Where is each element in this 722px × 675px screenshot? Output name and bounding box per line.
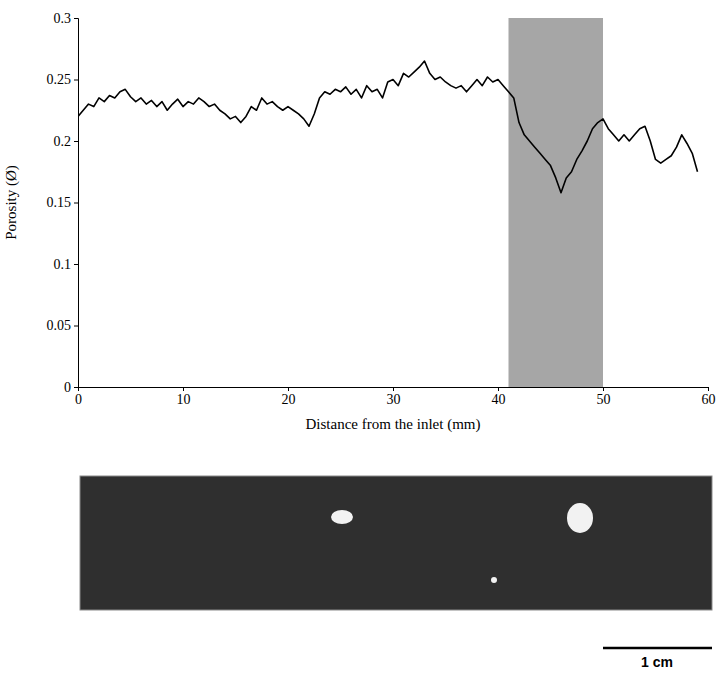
x-tick: 10 bbox=[177, 387, 191, 407]
x-axis-title: Distance from the inlet (mm) bbox=[306, 416, 481, 433]
highlight-band bbox=[509, 18, 604, 387]
x-tick-mark bbox=[393, 387, 394, 391]
ct-image bbox=[80, 476, 712, 610]
scale-bar-line bbox=[603, 647, 712, 650]
x-tick-mark bbox=[183, 387, 184, 391]
x-tick-label: 60 bbox=[702, 392, 716, 407]
plot: 0 10 20 30 40 50 60 0 0.05 0.1 0.15 0.2 0.25 0.3 bbox=[47, 11, 716, 407]
y-tick-label: 0 bbox=[64, 380, 71, 395]
x-tick-label: 50 bbox=[597, 392, 611, 407]
x-tick-label: 10 bbox=[177, 392, 191, 407]
ct-image-background bbox=[80, 476, 712, 610]
marks bbox=[78, 18, 698, 387]
y-axis-line bbox=[74, 19, 79, 388]
y-axis-title: Porosity (Ø) bbox=[3, 165, 20, 240]
y-tick-mark bbox=[74, 387, 78, 388]
y-tick: 0.25 bbox=[47, 72, 79, 87]
scale-bar: 1 cm bbox=[603, 648, 712, 670]
ct-image-inclusion bbox=[331, 510, 353, 524]
x-tick-label: 40 bbox=[492, 392, 506, 407]
chart: 0 10 20 30 40 50 60 0 0.05 0.1 0.15 0.2 0.25 0.3 Dista… bbox=[0, 0, 722, 675]
y-tick-label: 0.1 bbox=[54, 257, 72, 272]
y-tick-label: 0.05 bbox=[47, 318, 72, 333]
x-tick: 20 bbox=[282, 387, 296, 407]
y-tick-label: 0.3 bbox=[54, 11, 72, 26]
y-tick-mark bbox=[74, 203, 78, 204]
y-tick: 0.2 bbox=[54, 134, 79, 149]
scale-bar-label: 1 cm bbox=[641, 654, 673, 670]
ct-image-inclusion bbox=[567, 503, 593, 533]
y-tick-label: 0.2 bbox=[54, 134, 72, 149]
y-tick: 0.1 bbox=[54, 257, 79, 272]
x-tick-mark bbox=[603, 387, 604, 391]
x-axis-line bbox=[79, 388, 709, 392]
y-tick-mark bbox=[74, 141, 78, 142]
x-tick-label: 30 bbox=[387, 392, 401, 407]
y-tick: 0.3 bbox=[54, 11, 79, 26]
x-tick-mark bbox=[288, 387, 289, 391]
ct-image-inclusion bbox=[491, 577, 497, 583]
x-tick: 40 bbox=[492, 387, 506, 407]
porosity-line bbox=[78, 61, 698, 193]
y-tick-mark bbox=[74, 18, 78, 19]
x-tick: 30 bbox=[387, 387, 401, 407]
y-tick: 0 bbox=[64, 380, 78, 395]
x-tick-mark bbox=[498, 387, 499, 391]
x-tick: 50 bbox=[597, 387, 611, 407]
x-tick: 0 bbox=[75, 387, 82, 407]
y-tick-label: 0.25 bbox=[47, 72, 72, 87]
y-tick-label: 0.15 bbox=[47, 195, 72, 210]
x-tick-mark bbox=[708, 387, 709, 391]
y-tick: 0.05 bbox=[47, 318, 79, 333]
y-tick-mark bbox=[74, 80, 78, 81]
y-tick: 0.15 bbox=[47, 195, 79, 210]
x-axis: 0 10 20 30 40 50 60 bbox=[75, 387, 716, 407]
y-axis: 0 0.05 0.1 0.15 0.2 0.25 0.3 bbox=[47, 11, 79, 395]
x-tick: 60 bbox=[702, 387, 716, 407]
x-tick-label: 20 bbox=[282, 392, 296, 407]
x-tick-label: 0 bbox=[75, 392, 82, 407]
y-tick-mark bbox=[74, 264, 78, 265]
y-tick-mark bbox=[74, 326, 78, 327]
